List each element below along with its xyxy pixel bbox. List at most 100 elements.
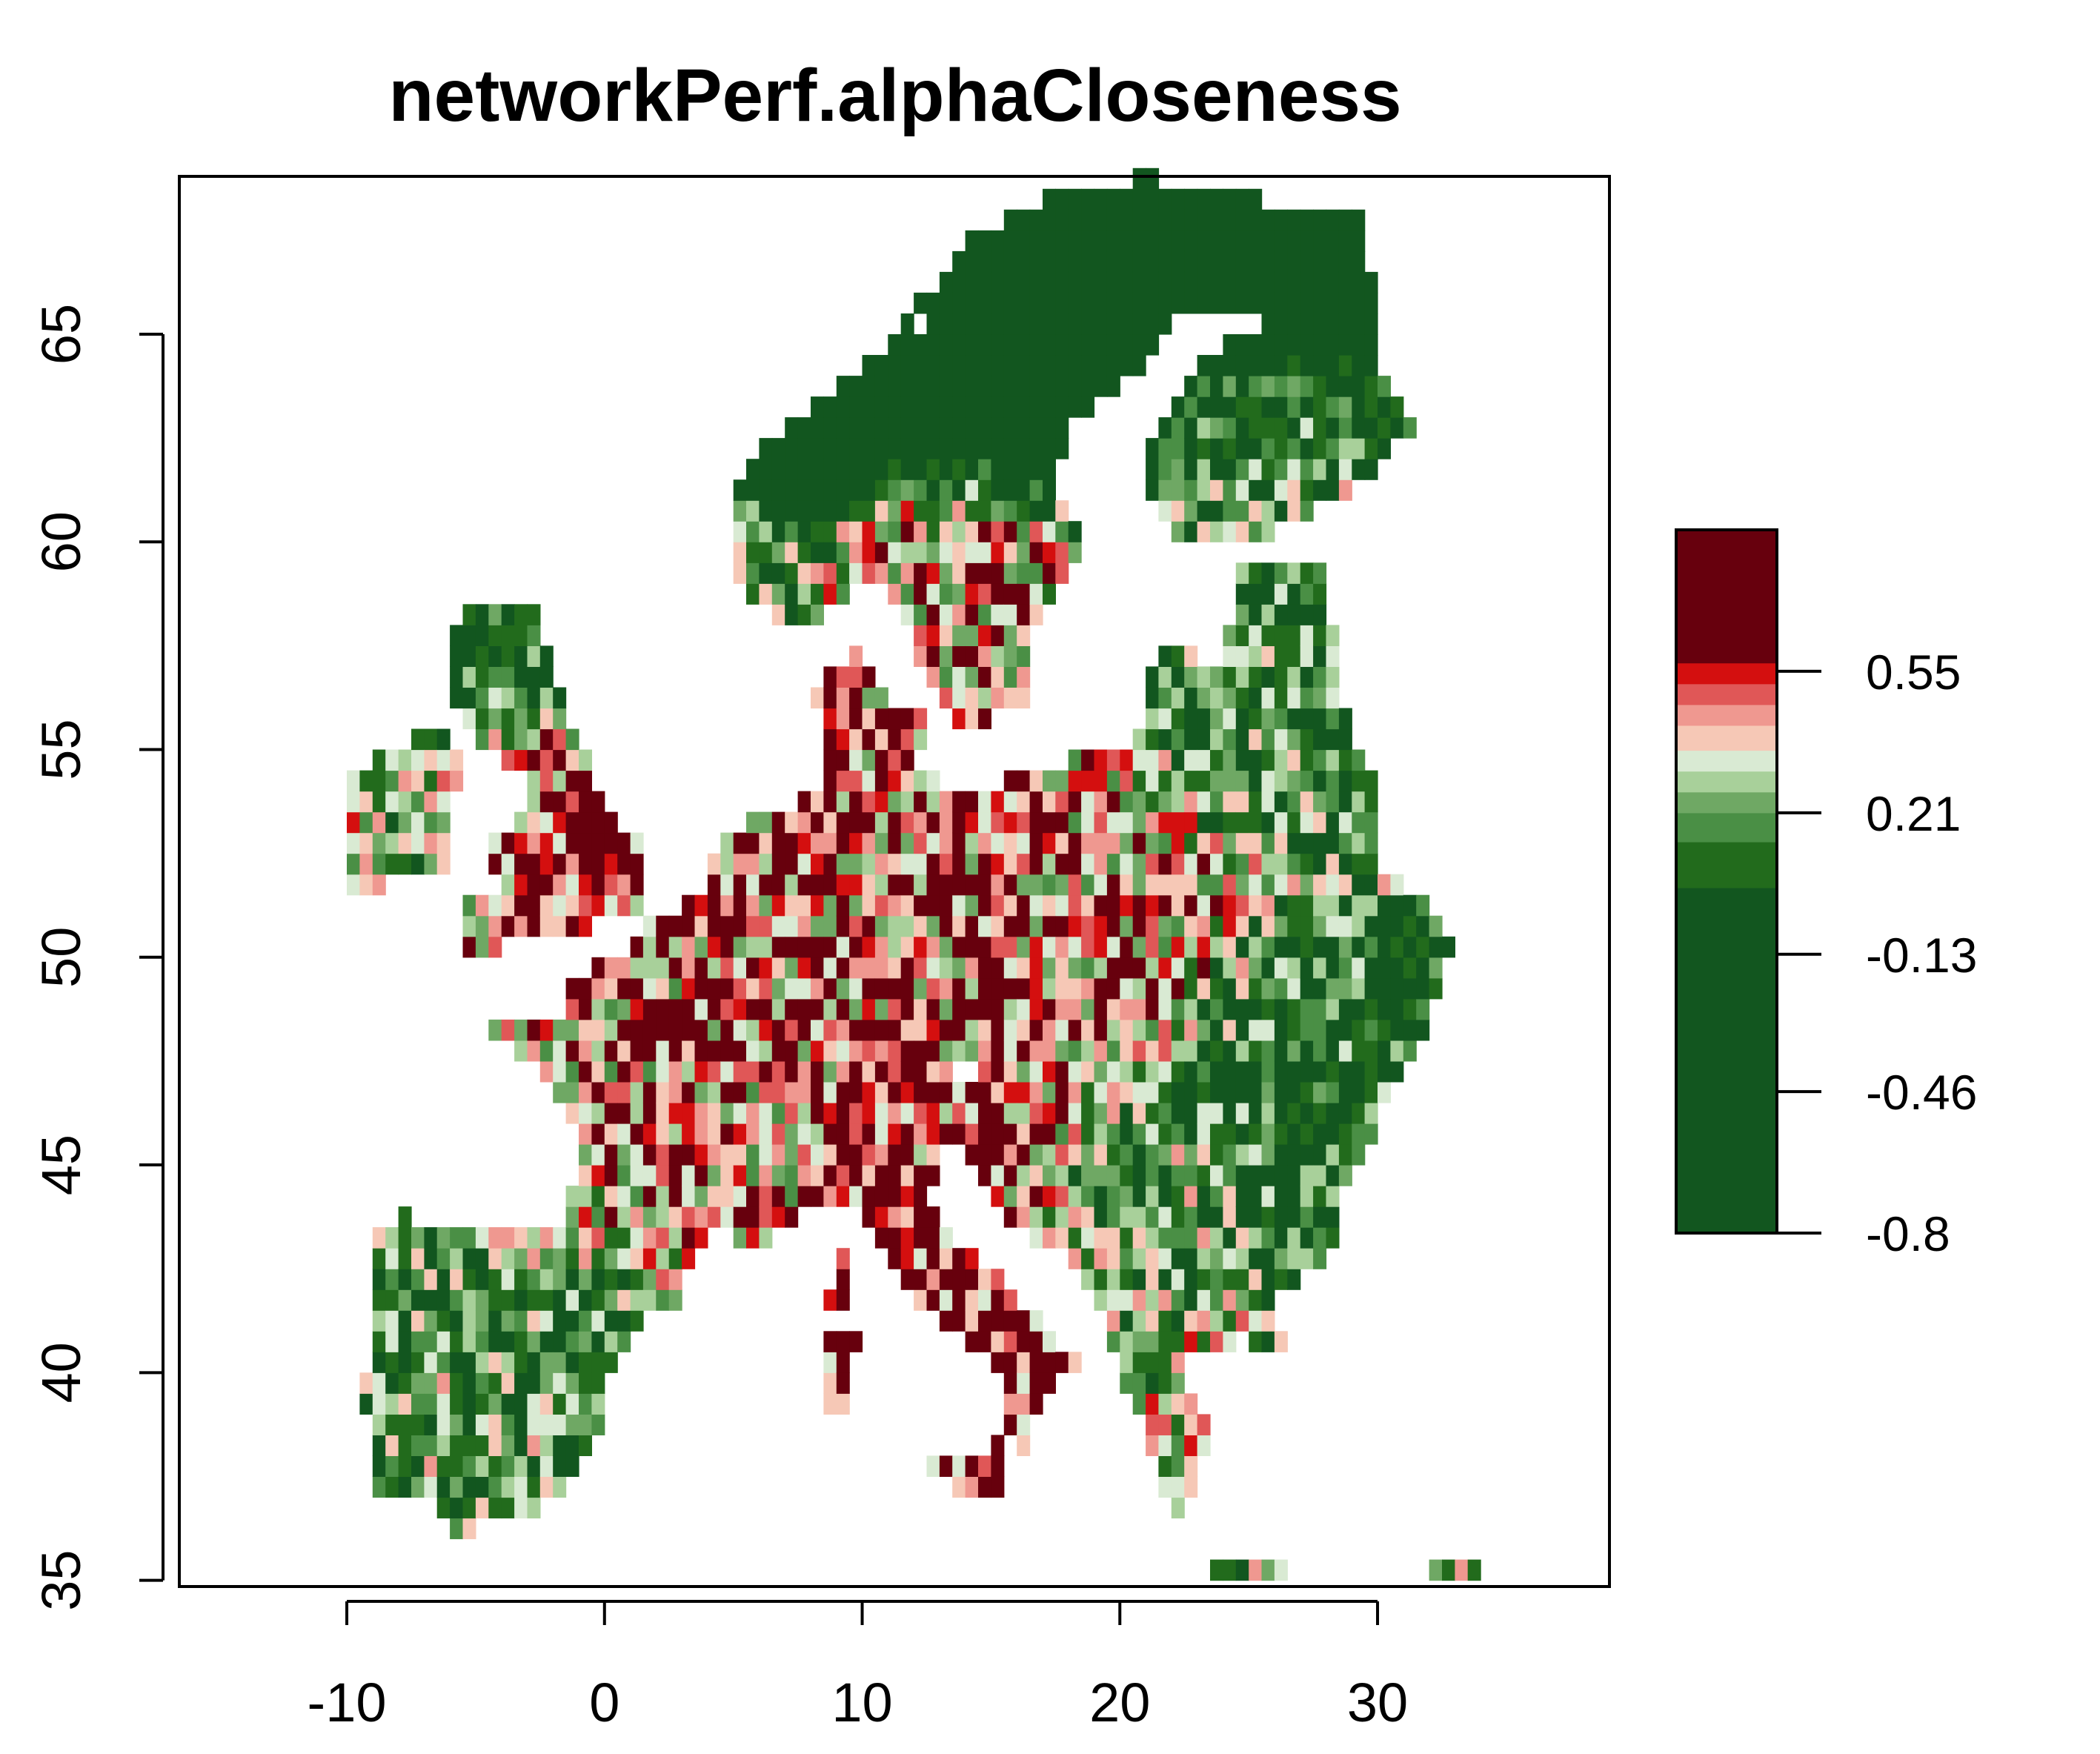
heatmap-cell	[978, 936, 991, 958]
legend-color-band	[1676, 771, 1777, 793]
heatmap-cell	[1029, 396, 1043, 418]
heatmap-cell	[488, 1497, 502, 1519]
heatmap-cell	[785, 1103, 799, 1124]
heatmap-cell	[888, 562, 902, 584]
heatmap-cell	[1235, 770, 1249, 792]
heatmap-cell	[527, 604, 541, 625]
heatmap-cell	[1146, 1019, 1160, 1041]
heatmap-cell	[1120, 791, 1134, 813]
heatmap-cell	[1261, 957, 1275, 979]
heatmap-cell	[1261, 604, 1275, 625]
heatmap-cell	[952, 500, 966, 522]
heatmap-cell	[849, 1144, 863, 1166]
heatmap-cell	[579, 1372, 592, 1394]
heatmap-cell	[836, 998, 850, 1020]
heatmap-cell	[1261, 728, 1275, 751]
heatmap-cell	[926, 894, 940, 917]
heatmap-cell	[965, 1331, 979, 1352]
heatmap-cell	[1313, 977, 1327, 1000]
heatmap-cell	[1235, 376, 1249, 397]
heatmap-cell	[1313, 957, 1327, 979]
heatmap-cell	[1313, 666, 1327, 688]
heatmap-cell	[823, 998, 837, 1020]
heatmap-cell	[1055, 438, 1069, 459]
heatmap-cell	[771, 853, 785, 875]
heatmap-cell	[579, 770, 592, 792]
heatmap-cell	[811, 874, 824, 896]
heatmap-cell	[874, 562, 888, 584]
heatmap-cell	[1300, 1165, 1314, 1186]
heatmap-cell	[617, 1144, 631, 1166]
heatmap-cell	[1197, 209, 1211, 231]
heatmap-cell	[1120, 355, 1134, 376]
heatmap-cell	[939, 500, 953, 522]
heatmap-cell	[900, 1019, 914, 1041]
heatmap-cell	[527, 728, 541, 751]
heatmap-cell	[514, 874, 528, 896]
heatmap-cell	[952, 1455, 966, 1477]
heatmap-cell	[1081, 250, 1095, 273]
heatmap-cell	[617, 1123, 631, 1145]
heatmap-cell	[1223, 188, 1237, 210]
heatmap-cell	[1081, 1227, 1095, 1249]
heatmap-cell	[1210, 770, 1223, 792]
heatmap-cell	[553, 853, 567, 875]
heatmap-cell	[1043, 957, 1056, 979]
heatmap-cell	[888, 1165, 902, 1186]
heatmap-cell	[1106, 957, 1120, 979]
heatmap-cell	[553, 1269, 567, 1290]
heatmap-cell	[565, 1289, 579, 1311]
legend-color-band	[1676, 791, 1777, 814]
heatmap-cell	[823, 936, 837, 958]
heatmap-cell	[862, 355, 876, 376]
heatmap-cell	[604, 1019, 618, 1041]
heatmap-cell	[1017, 1123, 1031, 1145]
heatmap-cell	[1338, 292, 1352, 314]
heatmap-cell	[1210, 728, 1223, 751]
y-tick-label: 60	[30, 511, 92, 572]
heatmap-cell	[1003, 417, 1017, 439]
heatmap-cell	[978, 604, 991, 625]
heatmap-cell	[1197, 957, 1211, 979]
heatmap-cell	[900, 998, 914, 1020]
heatmap-cell	[1081, 853, 1095, 875]
heatmap-cell	[1223, 1269, 1237, 1290]
heatmap-cell	[1132, 1310, 1146, 1332]
heatmap-cell	[1274, 479, 1288, 501]
heatmap-cell	[1171, 1289, 1185, 1311]
heatmap-cell	[1390, 977, 1404, 1000]
heatmap-cell	[604, 1082, 618, 1103]
heatmap-cell	[1223, 396, 1237, 418]
heatmap-cell	[385, 1248, 399, 1269]
heatmap-cell	[1068, 1352, 1082, 1373]
heatmap-cell	[914, 977, 928, 1000]
heatmap-cell	[1338, 998, 1352, 1020]
heatmap-cell	[811, 1040, 824, 1062]
heatmap-cell	[952, 957, 966, 979]
heatmap-cell	[1223, 1019, 1237, 1041]
heatmap-cell	[1274, 977, 1288, 1000]
heatmap-cell	[707, 1019, 721, 1041]
heatmap-cell	[900, 313, 914, 335]
heatmap-cell	[811, 1082, 824, 1103]
heatmap-cell	[914, 1206, 928, 1228]
heatmap-cell	[939, 936, 953, 958]
heatmap-cell	[965, 915, 979, 937]
heatmap-cell	[1235, 271, 1249, 293]
heatmap-cell	[1146, 1165, 1160, 1186]
heatmap-cell	[553, 811, 567, 834]
heatmap-cell	[836, 1289, 850, 1311]
heatmap-cell	[1146, 167, 1160, 190]
heatmap-cell	[527, 625, 541, 646]
heatmap-cell	[1313, 313, 1327, 335]
heatmap-cell	[991, 355, 1005, 376]
heatmap-cell	[501, 1248, 515, 1269]
heatmap-cell	[1338, 832, 1352, 854]
heatmap-cell	[1055, 1123, 1069, 1145]
heatmap-cell	[1132, 292, 1146, 314]
heatmap-cell	[527, 915, 541, 937]
heatmap-cell	[539, 915, 554, 937]
heatmap-cell	[1274, 1082, 1288, 1103]
heatmap-cell	[1171, 271, 1185, 293]
heatmap-cell	[1094, 230, 1108, 252]
